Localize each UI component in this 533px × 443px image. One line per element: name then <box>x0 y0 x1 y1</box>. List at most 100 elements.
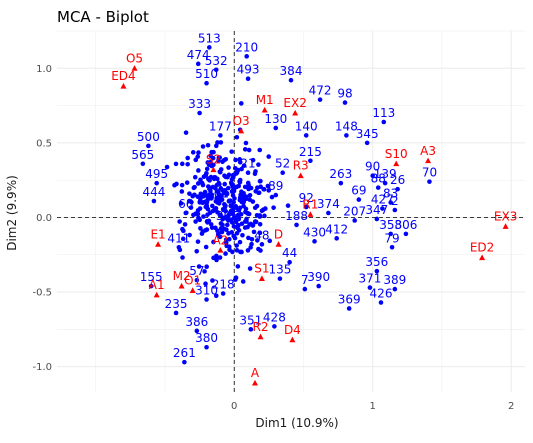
individual-point <box>224 190 230 196</box>
individual-point <box>223 203 228 209</box>
individual-point <box>334 236 339 241</box>
individual-point <box>182 222 188 227</box>
individual-point <box>236 216 242 222</box>
individual-point <box>200 182 206 188</box>
individual-point <box>218 140 224 145</box>
variable-label: A1 <box>149 278 165 292</box>
individual-point <box>239 189 244 194</box>
individual-point <box>182 359 187 365</box>
individual-label: 358 <box>379 218 402 232</box>
individual-point <box>211 162 216 168</box>
individual-point <box>247 192 253 198</box>
individual-label: 345 <box>356 127 379 141</box>
variable-label: R1 <box>302 197 318 211</box>
individual-label: 351 <box>239 313 262 327</box>
individual-point <box>266 154 272 159</box>
individual-point <box>240 279 246 284</box>
individual-label: 412 <box>325 222 348 236</box>
individual-point <box>204 297 209 302</box>
individual-point <box>210 203 215 209</box>
individual-point <box>367 285 373 290</box>
individual-label: 263 <box>329 167 352 181</box>
individual-point <box>228 208 234 214</box>
individual-point <box>218 133 223 138</box>
individual-point <box>227 198 233 203</box>
individual-point <box>151 198 157 204</box>
individual-point <box>204 344 209 350</box>
individual-point <box>210 278 215 283</box>
individual-point <box>215 232 221 237</box>
individual-point <box>196 264 202 269</box>
individual-point <box>234 134 240 140</box>
variable-label: S10 <box>385 147 408 161</box>
individual-point <box>240 232 245 238</box>
individual-point <box>238 211 244 217</box>
chart-title: MCA - Biplot <box>57 8 149 26</box>
individual-label: 411 <box>167 231 190 245</box>
individual-point <box>234 248 240 253</box>
individual-point <box>245 76 251 82</box>
x-tick-label: 1 <box>370 401 376 412</box>
variable-label: E1 <box>150 227 165 241</box>
individual-point <box>195 239 201 244</box>
individual-point <box>196 215 201 221</box>
individual-point <box>207 210 213 216</box>
individual-point <box>247 266 253 271</box>
individual-point <box>178 201 184 206</box>
individual-point <box>228 180 234 186</box>
individual-point <box>216 158 221 163</box>
individual-point <box>185 155 190 161</box>
individual-point <box>195 211 201 217</box>
individual-label: 261 <box>173 346 196 360</box>
individual-label: 139 <box>374 167 397 181</box>
individual-point <box>226 172 232 178</box>
individual-label: 140 <box>295 119 318 133</box>
individual-label: 69 <box>351 184 366 198</box>
individual-point <box>303 133 309 138</box>
individual-point <box>225 218 231 223</box>
individual-label: 210 <box>235 40 258 54</box>
individual-label: 2 <box>391 194 399 208</box>
individual-point <box>218 221 224 226</box>
individual-point <box>356 197 362 202</box>
individual-point <box>197 110 202 116</box>
variable-point <box>217 247 224 253</box>
individual-point <box>203 281 208 286</box>
x-tick-label: 2 <box>508 401 514 412</box>
individual-point <box>140 161 146 167</box>
individual-point <box>308 158 313 164</box>
variable-point <box>153 291 160 298</box>
variable-label: O1 <box>184 274 201 288</box>
individual-point <box>204 80 209 86</box>
individual-point <box>267 238 273 244</box>
individual-point <box>258 184 263 190</box>
individual-point <box>237 177 243 183</box>
individual-point <box>215 200 220 205</box>
individual-label: 201 <box>206 187 229 201</box>
individual-point <box>273 125 279 131</box>
variable-point <box>275 241 282 247</box>
individual-point <box>173 310 179 316</box>
individual-point <box>242 184 248 190</box>
individual-point <box>364 140 370 146</box>
variable-label: O3 <box>233 114 250 128</box>
individual-point <box>392 286 398 292</box>
individual-label: 474 <box>187 48 210 62</box>
individual-point <box>231 224 237 229</box>
individual-point <box>246 211 252 217</box>
individual-point <box>257 147 263 153</box>
variable-label: EX3 <box>494 209 517 223</box>
individual-point <box>203 172 209 178</box>
individual-point <box>200 229 206 234</box>
individual-label: 207 <box>343 204 366 218</box>
individual-point <box>209 194 215 200</box>
individual-point <box>261 186 266 192</box>
individual-point <box>248 245 253 250</box>
individual-point <box>200 144 206 149</box>
individual-point <box>219 193 224 198</box>
individual-point <box>208 188 213 193</box>
individual-point <box>220 291 226 296</box>
individual-point <box>188 205 194 210</box>
